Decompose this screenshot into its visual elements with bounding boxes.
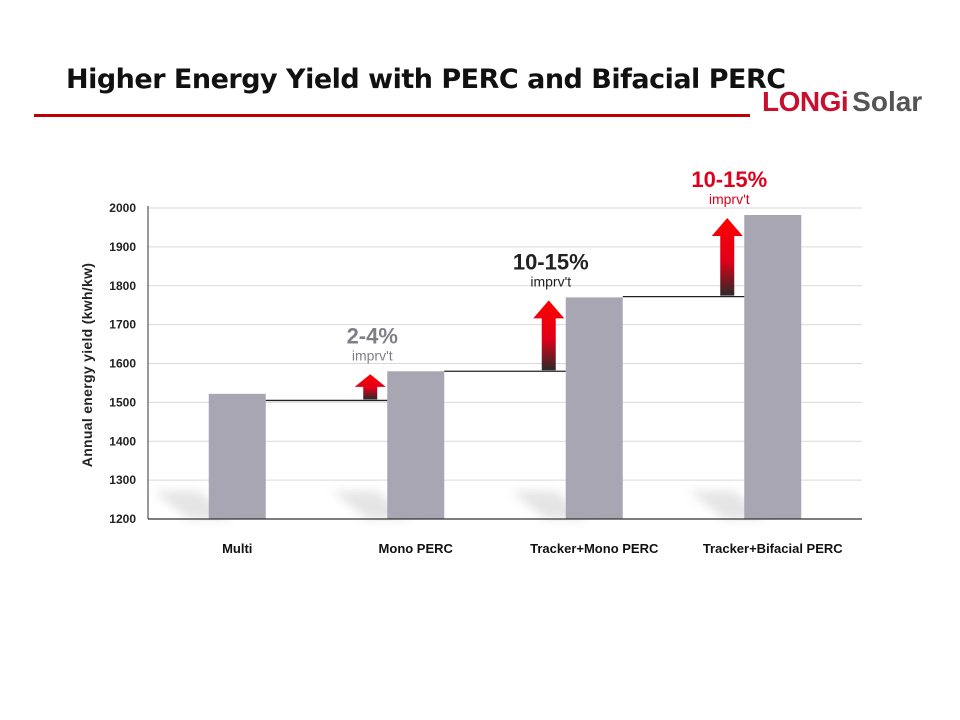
bar (565, 297, 623, 519)
y-tick-label: 2000 (109, 201, 136, 215)
x-category-label: Tracker+Mono PERC (530, 541, 659, 556)
y-axis-label: Annual energy yield (kwh/kw) (79, 263, 95, 467)
y-tick-label: 1500 (109, 395, 136, 409)
y-tick-label: 1700 (109, 318, 136, 332)
logo-brand: LONGi (762, 86, 849, 117)
y-tick-label: 1600 (109, 357, 136, 371)
axes: 1200 1300 1400 1500 1600 1700 1800 1900 2000 Mult… (109, 201, 862, 556)
improvement-percent-label: 10-15% (513, 249, 589, 274)
improvement-arrow (533, 300, 565, 371)
bar (208, 393, 266, 519)
y-tick-label: 1300 (109, 473, 136, 487)
y-tick-label: 1400 (109, 434, 136, 448)
improvement-arrow (711, 217, 743, 296)
logo-sub: Solar (852, 86, 923, 117)
bars (208, 214, 802, 519)
improvement-percent-label: 10-15% (691, 167, 767, 192)
y-tick-label: 1200 (109, 512, 136, 526)
improvement-sub-label: imprv't (530, 273, 571, 289)
title-underline (34, 114, 750, 117)
x-category-label: Tracker+Bifacial PERC (703, 541, 843, 556)
bar (744, 214, 802, 519)
longi-solar-logo: LONGi Solar (762, 86, 922, 118)
gridlines (148, 207, 862, 481)
improvement-percent-label: 2-4% (347, 323, 398, 348)
improvement-arrow (354, 374, 386, 400)
improvement-sub-label: imprv't (352, 347, 393, 363)
x-category-label: Mono PERC (379, 541, 454, 556)
slide-title: Higher Energy Yield with PERC and Bifaci… (66, 64, 786, 95)
x-category-label: Multi (222, 541, 252, 556)
improvement-sub-label: imprv't (709, 191, 750, 207)
bar (387, 371, 445, 519)
annotations: 2-4%imprv't10-15%imprv't10-15%imprv't (347, 167, 767, 400)
step-lines (265, 295, 745, 402)
y-tick-label: 1900 (109, 240, 136, 254)
y-tick-label: 1800 (109, 279, 136, 293)
